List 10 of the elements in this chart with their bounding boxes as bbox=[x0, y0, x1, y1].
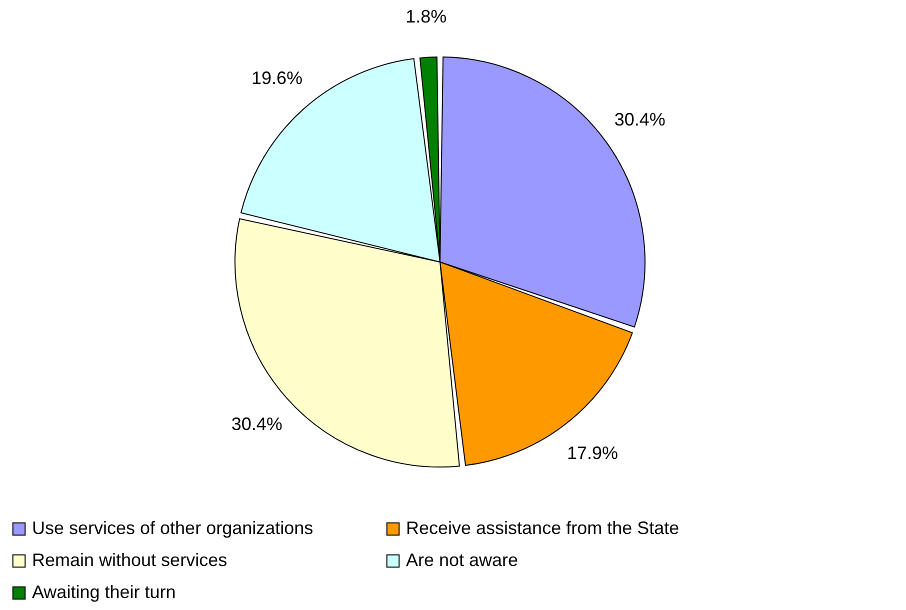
legend-label: Are not aware bbox=[406, 550, 518, 570]
legend-label: Awaiting their turn bbox=[32, 582, 176, 602]
data-label: 1.8% bbox=[406, 6, 447, 26]
data-label: 30.4% bbox=[614, 109, 666, 130]
legend-label: Receive assistance from the State bbox=[406, 518, 680, 538]
data-label: 30.4% bbox=[231, 414, 282, 434]
data-label: 17.9% bbox=[566, 442, 618, 463]
legend-label: Use services of other organizations bbox=[32, 518, 314, 538]
legend-label: Remain without services bbox=[32, 550, 228, 570]
data-label: 19.6% bbox=[251, 68, 302, 88]
